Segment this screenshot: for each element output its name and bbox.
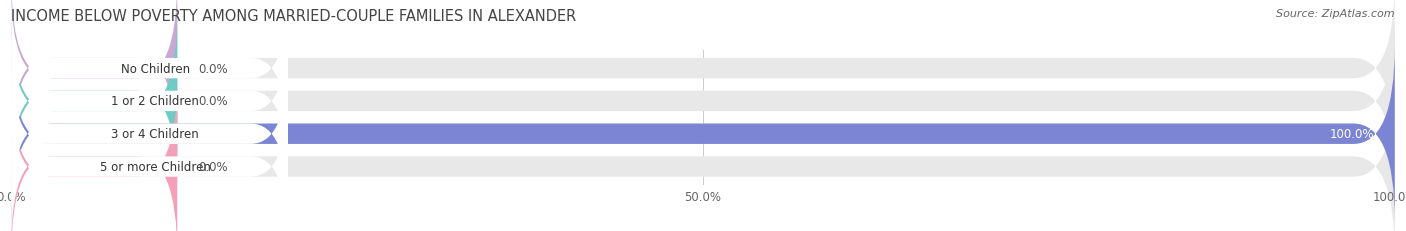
FancyBboxPatch shape (11, 56, 288, 212)
FancyBboxPatch shape (11, 46, 1395, 222)
Text: 1 or 2 Children: 1 or 2 Children (111, 95, 200, 108)
FancyBboxPatch shape (11, 0, 177, 157)
Text: 100.0%: 100.0% (1330, 128, 1374, 141)
Text: INCOME BELOW POVERTY AMONG MARRIED-COUPLE FAMILIES IN ALEXANDER: INCOME BELOW POVERTY AMONG MARRIED-COUPL… (11, 9, 576, 24)
FancyBboxPatch shape (11, 46, 1395, 222)
FancyBboxPatch shape (11, 89, 288, 231)
Text: 0.0%: 0.0% (198, 62, 228, 75)
FancyBboxPatch shape (11, 23, 288, 179)
FancyBboxPatch shape (11, 14, 177, 189)
FancyBboxPatch shape (11, 0, 1395, 157)
FancyBboxPatch shape (11, 0, 288, 147)
FancyBboxPatch shape (11, 14, 1395, 189)
FancyBboxPatch shape (11, 79, 1395, 231)
Text: 0.0%: 0.0% (198, 160, 228, 173)
FancyBboxPatch shape (11, 79, 177, 231)
Text: 3 or 4 Children: 3 or 4 Children (111, 128, 200, 141)
Text: 0.0%: 0.0% (198, 95, 228, 108)
Text: Source: ZipAtlas.com: Source: ZipAtlas.com (1277, 9, 1395, 19)
Text: No Children: No Children (121, 62, 190, 75)
Text: 5 or more Children: 5 or more Children (100, 160, 211, 173)
